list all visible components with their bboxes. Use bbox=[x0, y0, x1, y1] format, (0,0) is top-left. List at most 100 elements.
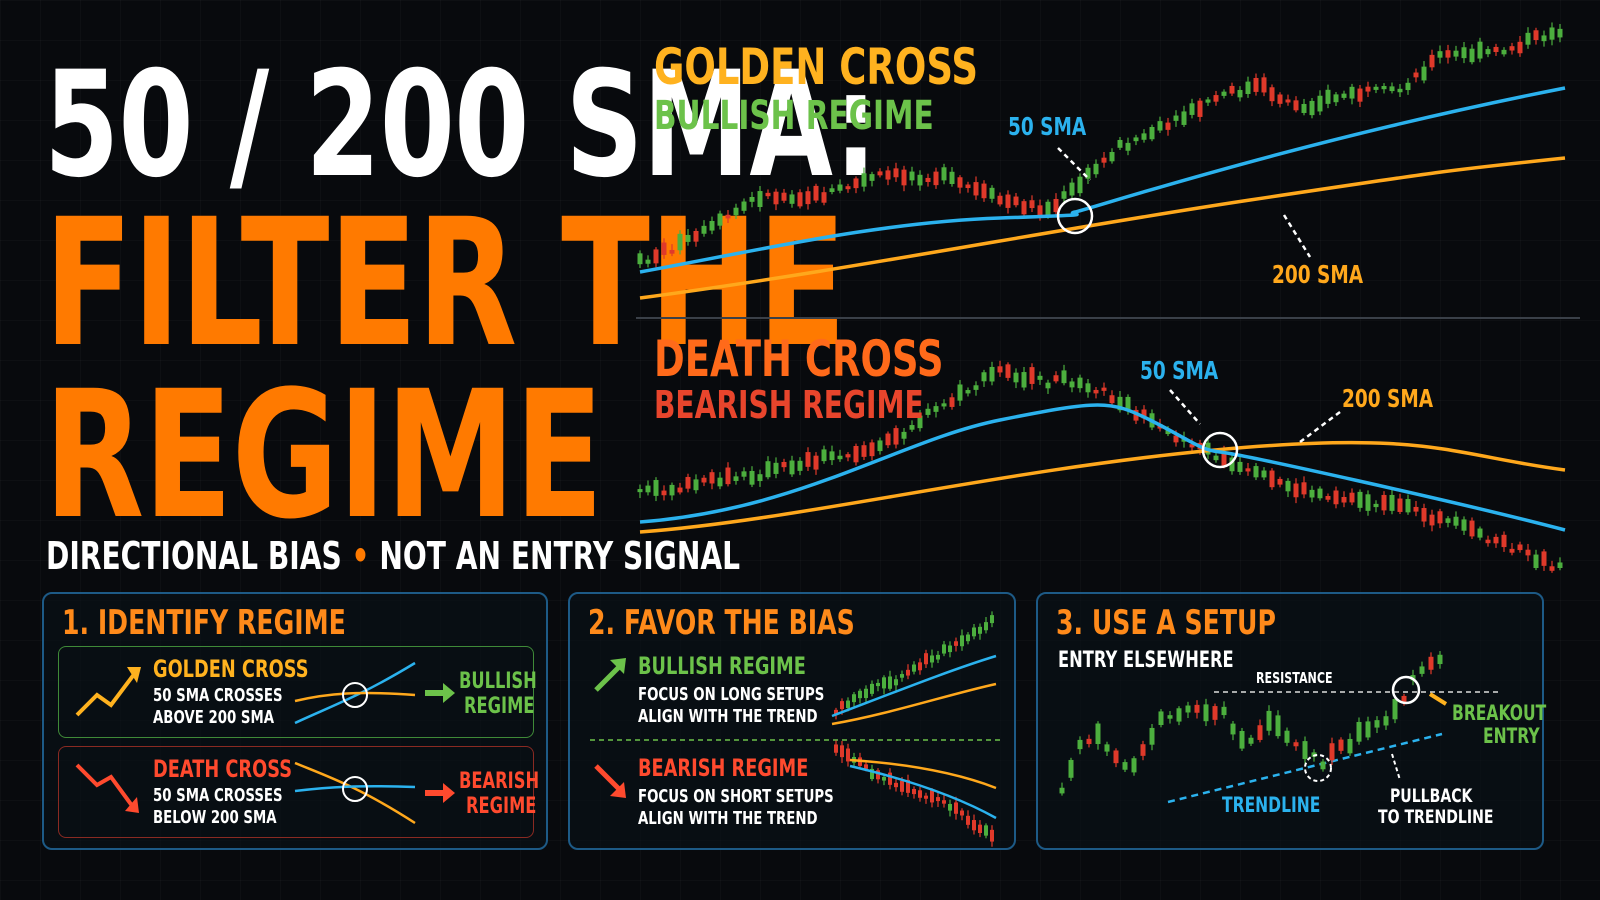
candle-body bbox=[1309, 100, 1315, 116]
headline-line-1: 50 / 200 SMA: bbox=[44, 40, 877, 210]
candle-body bbox=[930, 655, 934, 663]
candle-body bbox=[821, 192, 827, 203]
candle-body bbox=[918, 790, 922, 798]
candle-body bbox=[1485, 539, 1491, 544]
breakout-marker bbox=[1391, 675, 1421, 705]
candle-body bbox=[1205, 99, 1211, 103]
candle-body bbox=[1189, 103, 1195, 115]
candle-body bbox=[701, 477, 707, 483]
candle-body bbox=[861, 445, 867, 457]
candle-body bbox=[965, 184, 971, 189]
candle-body bbox=[912, 788, 916, 795]
candle-body bbox=[1181, 111, 1187, 125]
candle-body bbox=[1501, 49, 1507, 55]
headline-line-3: REGIME bbox=[44, 353, 603, 558]
death-cross-marker bbox=[1201, 431, 1239, 469]
candle-body bbox=[990, 829, 994, 842]
candle-body bbox=[1329, 743, 1335, 761]
bull-regime-title: BULLISH REGIME bbox=[638, 652, 806, 680]
candle-body bbox=[1104, 744, 1110, 752]
candle-body bbox=[1093, 163, 1099, 175]
candle-body bbox=[1453, 516, 1459, 526]
candle-body bbox=[925, 177, 931, 182]
candle-body bbox=[870, 683, 874, 694]
candle-body bbox=[1053, 198, 1059, 213]
candle-body bbox=[924, 795, 928, 799]
candle-body bbox=[1293, 483, 1299, 498]
candle-body bbox=[1285, 480, 1291, 492]
candle-body bbox=[1453, 50, 1459, 57]
arrow-up-right-icon bbox=[594, 664, 622, 692]
candle-body bbox=[1477, 528, 1483, 538]
golden-cross-50-sma-pointer bbox=[1057, 147, 1091, 181]
candle-body bbox=[869, 174, 875, 181]
candle-body bbox=[1086, 738, 1092, 745]
candle-body bbox=[1525, 32, 1531, 45]
candle-body bbox=[757, 191, 763, 208]
candle-body bbox=[1113, 750, 1119, 764]
candle-body bbox=[797, 192, 803, 207]
candle-body bbox=[1373, 86, 1379, 90]
candle-body bbox=[1117, 396, 1123, 411]
resistance-label: RESISTANCE bbox=[1256, 669, 1333, 687]
candle-body bbox=[1237, 461, 1243, 472]
mini-cross-marker bbox=[342, 682, 368, 708]
candle-body bbox=[973, 385, 979, 390]
death-cross-subtitle: BEARISH REGIME bbox=[654, 383, 924, 427]
candle-body bbox=[949, 171, 955, 185]
bullish-regime-label: BULLISH REGIME bbox=[459, 669, 537, 720]
candle-body bbox=[1253, 77, 1259, 92]
candle-body bbox=[1429, 54, 1435, 68]
candle-body bbox=[1445, 50, 1451, 58]
golden-cross-200-sma-line bbox=[639, 156, 1566, 300]
candle-body bbox=[1333, 94, 1339, 103]
death-cross-200-sma-pointer bbox=[1299, 411, 1341, 443]
candle-body bbox=[1173, 435, 1179, 443]
candle-body bbox=[1109, 395, 1115, 404]
arrow-down-right-icon bbox=[594, 764, 622, 792]
candle-body bbox=[693, 479, 699, 491]
subtitle-left: DIRECTIONAL BIAS bbox=[46, 534, 342, 578]
candle-body bbox=[701, 225, 707, 234]
candle-body bbox=[1461, 519, 1467, 531]
candle-body bbox=[966, 815, 970, 825]
candle-body bbox=[870, 768, 874, 780]
candle-body bbox=[1413, 506, 1419, 512]
candle-body bbox=[1068, 759, 1074, 778]
candle-body bbox=[741, 201, 747, 211]
candle-body bbox=[789, 460, 795, 475]
death-cross-card-line-2: BELOW 200 SMA bbox=[153, 807, 277, 828]
candle-body bbox=[941, 167, 947, 181]
candle-body bbox=[1197, 100, 1203, 117]
candle-body bbox=[989, 366, 995, 382]
candle-body bbox=[1401, 695, 1407, 703]
candle-body bbox=[1257, 725, 1263, 740]
arrow-down-right-head-icon bbox=[610, 782, 626, 798]
trend-up-icon bbox=[75, 671, 137, 717]
candle-body bbox=[936, 654, 940, 660]
candle-body bbox=[948, 645, 952, 653]
candle-body bbox=[1239, 730, 1245, 749]
golden-cross-title: GOLDEN CROSS bbox=[654, 38, 978, 96]
candle-body bbox=[1069, 381, 1075, 388]
arrow-right-head-icon bbox=[443, 683, 455, 703]
candle-body bbox=[954, 641, 958, 646]
candle-body bbox=[917, 415, 923, 429]
panel-use-a-setup: 3. USE A SETUP ENTRY ELSEWHERE RESISTANC… bbox=[1036, 592, 1546, 850]
candle-body bbox=[960, 810, 964, 816]
candle-body bbox=[941, 403, 947, 407]
death-cross-card: DEATH CROSS 50 SMA CROSSES BELOW 200 SMA… bbox=[58, 746, 539, 838]
candle-body bbox=[1301, 103, 1307, 113]
candle-body bbox=[1365, 86, 1371, 92]
candle-body bbox=[1533, 30, 1539, 41]
candle-body bbox=[1357, 491, 1363, 508]
candle-body bbox=[972, 627, 976, 637]
candle-body bbox=[1275, 715, 1281, 737]
candle-body bbox=[909, 425, 915, 430]
candle-body bbox=[1392, 699, 1398, 720]
candle-body bbox=[797, 460, 803, 471]
death-cross-card-graphics bbox=[75, 761, 455, 825]
candle-body bbox=[948, 803, 952, 811]
candle-body bbox=[1381, 494, 1387, 511]
